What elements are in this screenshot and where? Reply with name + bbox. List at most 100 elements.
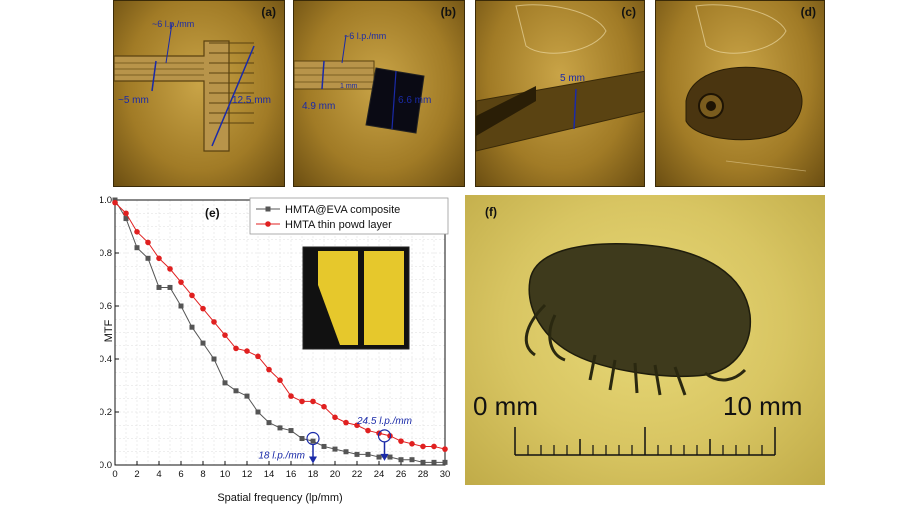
series-point-circle [354, 422, 360, 429]
series-point-square [123, 216, 129, 222]
annotation-arrowhead [380, 453, 389, 461]
panel-b-lp-annotation: ~6 l.p./mm [344, 31, 387, 41]
x-tick-label: 4 [156, 469, 161, 480]
series-point-square [354, 451, 360, 457]
panel-a-length-annotation: 12.5 mm [232, 95, 271, 106]
series-point-square [420, 459, 426, 465]
panel-c-image [476, 4, 644, 152]
panel-b-square-annotation: 6.6 mm [398, 95, 432, 106]
series-point-circle [112, 199, 118, 206]
x-tick-label: 10 [220, 469, 231, 480]
series-point-circle [123, 210, 129, 217]
scale-left-label: 0 mm [473, 391, 538, 421]
series-point-square [211, 356, 217, 362]
series-point-square [145, 255, 151, 261]
series-point-circle [299, 398, 305, 405]
mtf-chart: 0 2 4 6 8 10 12 14 16 18 20 22 24 26 28 300.00.20.40.60… [100, 195, 450, 504]
x-tick-label: 2 [134, 469, 139, 480]
series-point-square [398, 457, 404, 463]
series-point-circle [200, 305, 206, 312]
y-tick-label: 1.0 [100, 195, 112, 206]
series-point-square [189, 324, 195, 330]
panel-b-label: (b) [440, 5, 456, 19]
panel-d: (d) [655, 0, 825, 187]
series-point-circle [420, 443, 426, 450]
panel-b-width-annotation: 4.9 mm [302, 101, 336, 112]
series-point-square [365, 451, 371, 457]
series-point-square [178, 303, 184, 309]
panel-a-label: (a) [261, 5, 276, 19]
x-tick-label: 26 [396, 469, 407, 480]
chart-axes: 0 2 4 6 8 10 12 14 16 18 20 22 24 26 28 300.00.20.40.60… [100, 195, 450, 480]
series-point-square [134, 245, 140, 251]
series-point-circle [244, 348, 250, 354]
series-point-circle [288, 393, 294, 399]
chart-inset-image [302, 246, 410, 350]
chart-annotations: 18 l.p./mm 24.5 l.p./mm [258, 416, 412, 464]
series-point-circle [134, 229, 140, 235]
y-tick-label: 0.6 [100, 301, 112, 312]
annotation-label: 18 l.p./mm [258, 451, 305, 462]
series-point-circle [211, 319, 217, 325]
legend-label: HMTA thin powd layer [285, 219, 392, 231]
panel-b-image [294, 34, 425, 134]
series-point-square [288, 428, 294, 434]
series-point-circle [156, 255, 162, 262]
series-point-square [167, 284, 173, 290]
series-point-circle [332, 414, 338, 421]
panel-a-image [114, 22, 255, 152]
panel-a-lp-annotation: ~6 l.p./mm [152, 19, 195, 29]
series-point-circle [255, 353, 261, 360]
panel-f: (f) 0 mm 10 mm [465, 195, 825, 485]
series-point-square [244, 393, 250, 399]
y-tick-label: 0.2 [100, 407, 112, 418]
panel-d-image [685, 4, 807, 172]
annotation-arrowhead [309, 456, 317, 464]
y-tick-label: 0.4 [100, 354, 112, 365]
series-point-circle [398, 438, 404, 444]
series-point-circle [442, 446, 448, 452]
series-point-square [409, 457, 415, 463]
series-point-circle [145, 239, 151, 246]
series-point-square [376, 454, 382, 460]
x-tick-label: 16 [286, 469, 297, 480]
x-tick-label: 24 [374, 469, 385, 480]
series-point-circle [266, 366, 272, 373]
series-point-square [343, 449, 349, 455]
series-point-circle [343, 419, 349, 426]
series-point-square [431, 459, 437, 465]
legend-label: HMTA@EVA composite [285, 204, 400, 216]
x-tick-label: 14 [264, 469, 275, 480]
panel-b-gap-annotation: 1 mm [340, 83, 358, 90]
legend-marker [265, 206, 271, 212]
x-tick-label: 30 [440, 469, 450, 480]
series-point-square [233, 388, 239, 394]
panel-c-label: (c) [621, 5, 636, 19]
panel-b: (b) ~6 l.p./mm 4.9 mm 1 mm 6.6 mm [293, 0, 465, 187]
chart-x-axis-label: Spatial frequency (lp/mm) [217, 492, 342, 504]
series-point-square [332, 446, 338, 452]
series-point-square [266, 420, 272, 426]
chart-panel-label: (e) [205, 206, 220, 220]
series-point-circle [431, 443, 437, 450]
chart-series [112, 197, 448, 465]
series-point-circle [409, 441, 415, 447]
x-tick-label: 12 [242, 469, 253, 480]
x-tick-label: 22 [352, 469, 363, 480]
series-point-circle [167, 266, 173, 272]
x-tick-label: 6 [178, 469, 183, 480]
panel-f-label: (f) [485, 205, 497, 219]
panel-c-width-annotation: 5 mm [560, 73, 585, 84]
series-point-square [387, 454, 393, 460]
x-tick-label: 18 [308, 469, 319, 480]
series-point-square [310, 438, 316, 444]
series-point-square [277, 425, 283, 431]
series-point-circle [233, 345, 239, 352]
x-tick-label: 8 [200, 469, 205, 480]
x-tick-label: 28 [418, 469, 429, 480]
series-point-circle [321, 403, 327, 410]
series-point-square [156, 284, 162, 290]
series-point-circle [222, 332, 228, 338]
series-point-circle [189, 292, 195, 299]
x-tick-label: 0 [112, 469, 117, 480]
